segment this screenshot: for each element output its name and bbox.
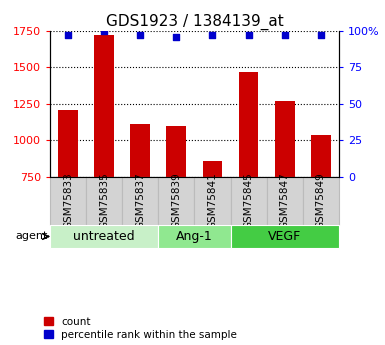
Point [281,33,288,38]
Bar [122,177,158,225]
Point [101,28,107,34]
Text: VEGF: VEGF [268,230,301,243]
Point [65,33,71,38]
Text: untreated: untreated [74,230,135,243]
Bar [203,161,223,177]
Bar [50,177,86,225]
Text: GSM75833: GSM75833 [63,172,73,229]
Text: agent: agent [16,231,48,241]
Bar [239,72,258,177]
Bar [311,135,331,177]
Bar [50,225,158,248]
Bar [158,177,194,225]
Bar [158,225,231,248]
Bar [275,101,295,177]
Legend: count, percentile rank within the sample: count, percentile rank within the sample [44,317,237,340]
Point [318,33,324,38]
Bar [131,124,150,177]
Bar [166,126,186,177]
Text: GSM75837: GSM75837 [135,172,145,229]
Text: GSM75839: GSM75839 [171,172,181,229]
Text: GSM75841: GSM75841 [208,172,218,229]
Text: GSM75849: GSM75849 [316,172,326,229]
Text: GSM75835: GSM75835 [99,172,109,229]
Bar [58,110,78,177]
Bar [94,36,114,177]
Bar [231,225,339,248]
Bar [303,177,339,225]
Bar [86,177,122,225]
Text: Ang-1: Ang-1 [176,230,213,243]
Bar [266,177,303,225]
Bar [231,177,266,225]
Bar [194,177,231,225]
Point [209,33,216,38]
Point [246,33,252,38]
Title: GDS1923 / 1384139_at: GDS1923 / 1384139_at [105,13,283,30]
Point [173,34,179,40]
Point [137,33,143,38]
Text: GSM75847: GSM75847 [280,172,290,229]
Text: GSM75845: GSM75845 [244,172,254,229]
